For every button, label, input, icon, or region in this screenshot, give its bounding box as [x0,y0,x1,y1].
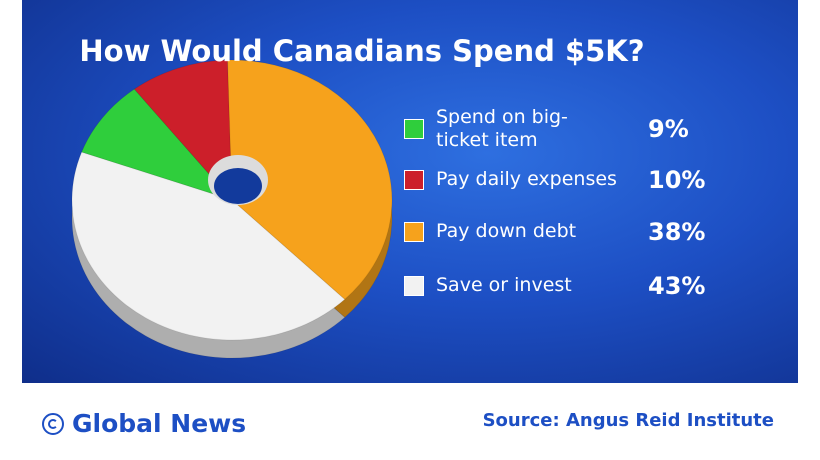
value-label: 38% [648,217,706,246]
legend-item: Save or invest 43% [404,271,734,300]
pie-slice [80,88,234,202]
donut-hole [214,168,262,204]
legend-label: Pay daily expenses [436,168,617,190]
legend-item: Pay daily expenses 10% [404,165,734,194]
legend-swatch [404,119,424,139]
copyright-icon [42,412,64,435]
legend-swatch [404,221,424,242]
legend-label: Pay down debt [436,220,577,242]
source: Source: Angus Reid Institute [482,410,774,431]
chart-title: How Would Canadians Spend $5K? [79,34,645,68]
brand: Global News [42,409,246,438]
legend-swatch [404,275,424,296]
legend-label: Save or invest [436,274,572,296]
pie-slice [71,151,346,341]
pie-slice [227,59,393,301]
value-label: 9% [648,115,689,143]
legend-swatch [404,169,424,190]
pie-slice [133,59,233,202]
brand-name: Global News [72,409,247,438]
legend-label: Spend on big-ticket item [436,106,568,151]
value-label: 43% [648,271,706,300]
value-label: 10% [648,165,706,194]
legend-item: Pay down debt 38% [404,217,734,246]
legend-item: Spend on big-ticket item 9% [404,106,734,152]
